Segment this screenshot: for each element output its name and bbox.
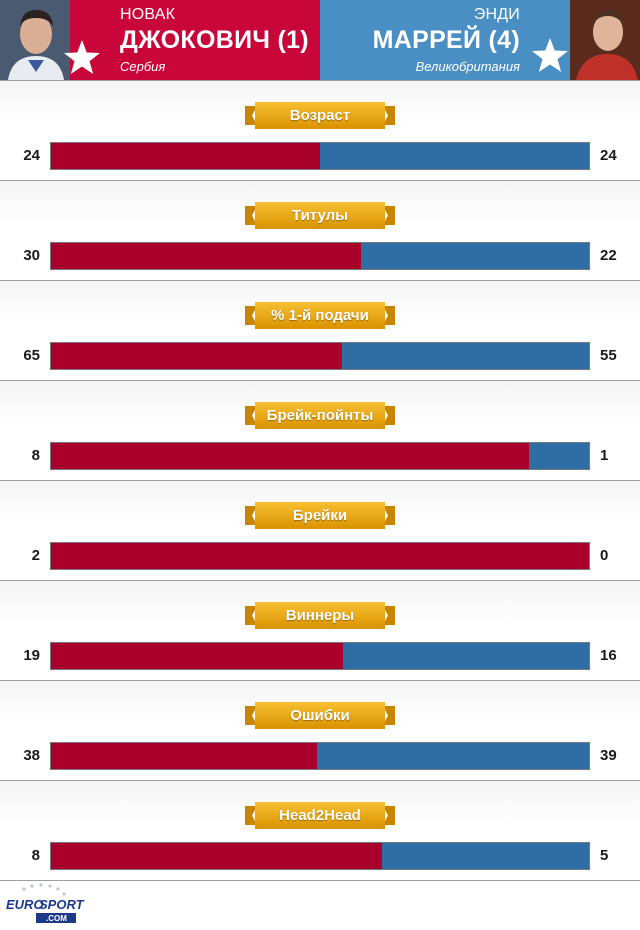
player1-photo: [0, 0, 70, 80]
stat-label: Титулы: [291, 207, 348, 224]
player2-bar-segment: [361, 243, 589, 269]
player1-bar-segment: [51, 743, 317, 769]
stat-label-ribbon: Брейк-пойнты: [245, 402, 395, 429]
player2-bar-segment: [342, 343, 589, 369]
player1-bar-segment: [51, 643, 343, 669]
player1-value: 8: [31, 847, 40, 864]
player1-bar-segment: [51, 143, 320, 169]
stat-label-ribbon: Возраст: [245, 102, 395, 129]
player2-value: 1: [600, 447, 609, 464]
player1-bar-segment: [51, 843, 382, 869]
player1-bar-segment: [51, 243, 361, 269]
stat-row: Возраст 24 24: [0, 80, 640, 181]
match-header: НОВАК ДЖОКОВИЧ (1) Сербия ЭНДИ МАРРЕЙ (4…: [0, 0, 640, 80]
stat-label-ribbon: Титулы: [245, 202, 395, 229]
player2-bar-segment: [529, 443, 589, 469]
player1-country: Сербия: [120, 59, 166, 74]
player1-first-name: НОВАК: [120, 6, 176, 23]
stat-label-ribbon: Ошибки: [245, 702, 395, 729]
logo-text-com: .COM: [46, 914, 67, 923]
logo-text-sport: SPORT: [39, 897, 85, 912]
player2-country: Великобритания: [415, 59, 520, 74]
player2-photo: [570, 0, 640, 80]
player2-value: 39: [600, 747, 617, 764]
player2-value: 16: [600, 647, 617, 664]
comparison-bar: [50, 642, 590, 670]
player1-value: 30: [23, 247, 40, 264]
player1-value: 38: [23, 747, 40, 764]
stat-row: Head2Head 8 5: [0, 780, 640, 881]
logo-text-euro: EURO: [6, 897, 44, 912]
player2-value: 24: [600, 147, 617, 164]
comparison-bar: [50, 142, 590, 170]
comparison-bar: [50, 842, 590, 870]
stat-label: Виннеры: [285, 607, 355, 624]
stat-row: % 1-й подачи 65 55: [0, 280, 640, 381]
star-icon: [532, 38, 568, 72]
stat-row: Брейки 2 0: [0, 480, 640, 581]
stat-label: Head2Head: [279, 807, 361, 824]
stat-label-ribbon: Head2Head: [245, 802, 395, 829]
player1-last-name: ДЖОКОВИЧ (1): [120, 26, 309, 54]
stat-label: Ошибки: [290, 707, 350, 724]
comparison-bar: [50, 342, 590, 370]
player2-bar-segment: [343, 643, 589, 669]
player1-bar-segment: [51, 543, 589, 569]
player2-bar-segment: [320, 143, 589, 169]
stat-row: Брейк-пойнты 8 1: [0, 380, 640, 481]
comparison-bar: [50, 442, 590, 470]
player2-value: 5: [600, 847, 609, 864]
stat-label-ribbon: Брейки: [245, 502, 395, 529]
player2-value: 55: [600, 347, 617, 364]
footer: EURO SPORT .COM: [0, 880, 640, 930]
stat-row: Ошибки 38 39: [0, 680, 640, 781]
player1-bar-segment: [51, 443, 529, 469]
star-icon: [64, 40, 100, 74]
stat-label: Возраст: [289, 107, 351, 124]
stat-label: % 1-й подачи: [271, 307, 369, 324]
player1-value: 65: [23, 347, 40, 364]
stat-label: Брейк-пойнты: [266, 407, 374, 424]
player2-last-name: МАРРЕЙ (4): [372, 26, 520, 54]
player2-value: 22: [600, 247, 617, 264]
player1-bar-segment: [51, 343, 342, 369]
player2-panel: ЭНДИ МАРРЕЙ (4) Великобритания: [320, 0, 640, 80]
stat-label-ribbon: Виннеры: [245, 602, 395, 629]
comparison-bar: [50, 242, 590, 270]
stat-row: Титулы 30 22: [0, 180, 640, 281]
player1-panel: НОВАК ДЖОКОВИЧ (1) Сербия: [0, 0, 320, 80]
player1-value: 19: [23, 647, 40, 664]
stat-label-ribbon: % 1-й подачи: [245, 302, 395, 329]
eurosport-logo: EURO SPORT .COM: [6, 883, 85, 923]
comparison-bar: [50, 542, 590, 570]
stat-row: Виннеры 19 16: [0, 580, 640, 681]
player2-first-name: ЭНДИ: [473, 6, 520, 23]
comparison-bar: [50, 742, 590, 770]
player1-value: 24: [23, 147, 40, 164]
player2-value: 0: [600, 547, 609, 564]
stat-label: Брейки: [292, 507, 348, 524]
player1-value: 2: [31, 547, 40, 564]
player2-bar-segment: [317, 743, 589, 769]
player1-value: 8: [31, 447, 40, 464]
player2-bar-segment: [382, 843, 589, 869]
